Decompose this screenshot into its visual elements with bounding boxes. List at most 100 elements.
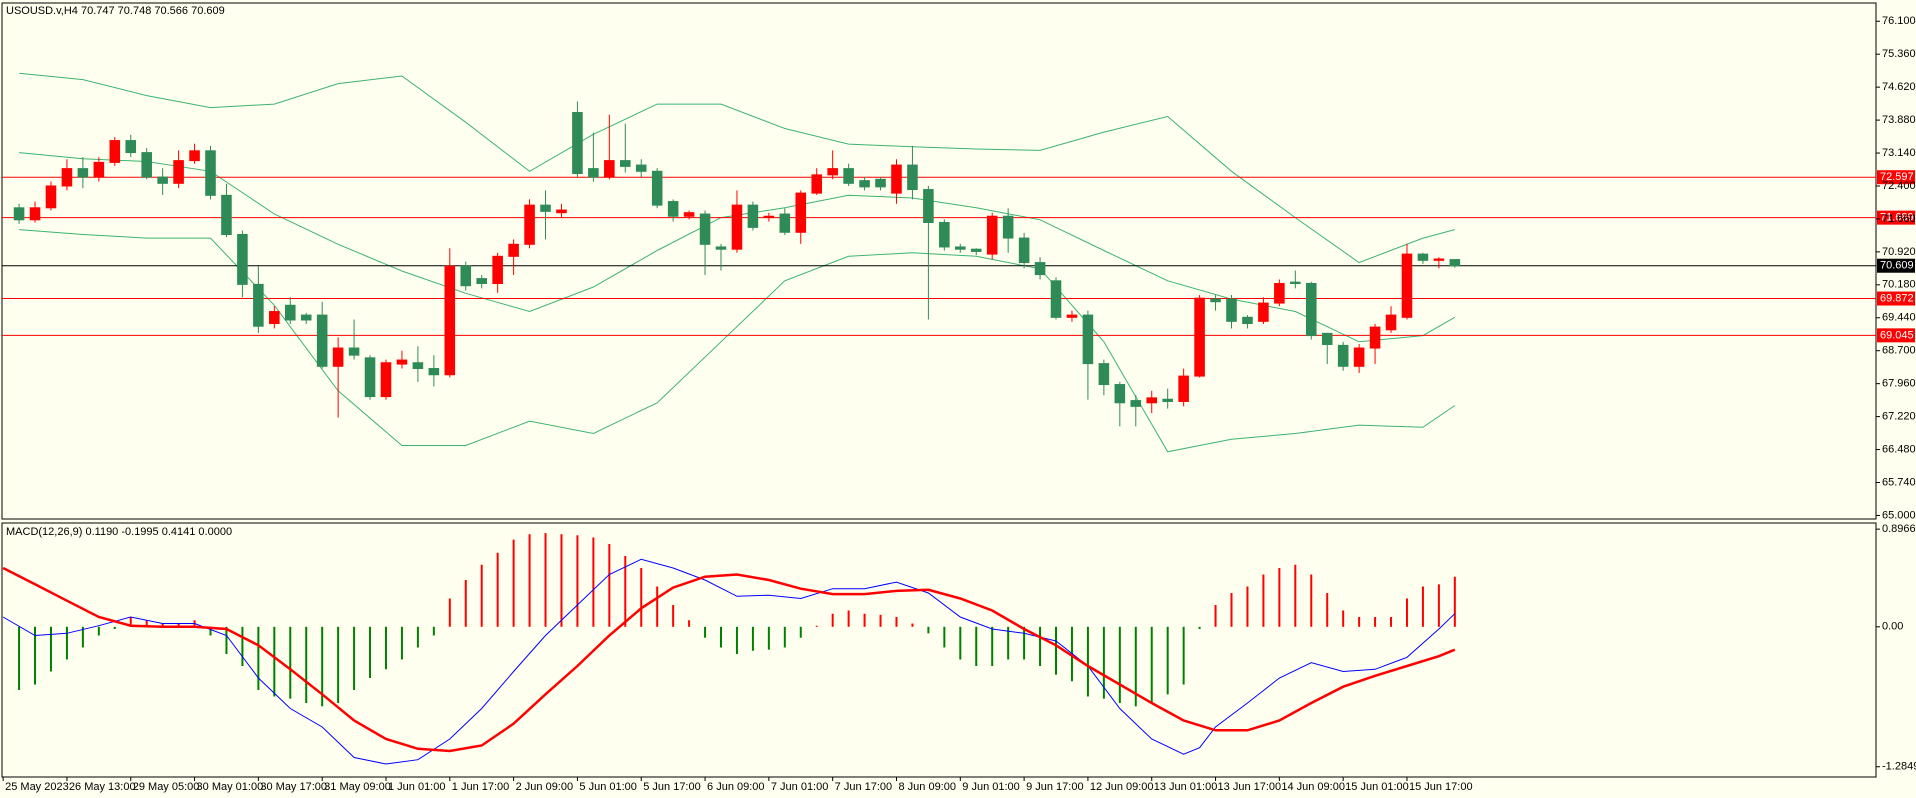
y-tick-label: 70.920 [1882,246,1916,258]
macd-bar [241,626,244,667]
candle-body [1034,262,1046,276]
candle-body [1337,344,1349,367]
candle-body [508,243,519,257]
candle-body [572,112,583,175]
candle-body [476,278,487,284]
macd-bar [145,620,148,627]
candle-body [1433,258,1445,261]
candle-body [635,164,647,172]
macd-bar [65,626,68,660]
y-tick-label: 73.880 [1882,114,1916,126]
macd-bar [353,626,356,690]
candle-body [1194,297,1205,377]
price-panel [1,2,1877,520]
candle-body [1417,253,1429,261]
candle-body [986,215,998,255]
y-tick-label: 72.400 [1882,180,1916,192]
macd-bar [225,626,228,655]
macd-bar [672,605,675,627]
candle-body [683,212,695,217]
macd-bar [1198,626,1201,629]
candle-body [1290,281,1301,284]
macd-bar [927,626,930,634]
macd-bar [1166,626,1169,695]
macd-bar [1230,593,1233,627]
y-tick-label: 67.220 [1882,411,1916,423]
macd-bar [576,535,579,627]
candle-body [460,265,472,287]
macd-bar [847,610,850,627]
macd-bar [799,626,802,638]
candle-body [444,265,456,376]
candle-body [284,304,296,321]
macd-bar [97,626,100,636]
x-tick-label: 25 May 2023 [5,781,69,793]
level-label-box [1877,291,1915,306]
x-tick-label: 7 Jun 17:00 [835,781,893,793]
candle-body [715,246,727,250]
macd-bar [81,626,84,648]
y-tick-label: 70.180 [1882,279,1916,291]
macd-bar [1118,626,1121,704]
y-tick-label: 68.700 [1882,345,1916,357]
candle-body [556,209,567,214]
indicator-line [2,558,1456,765]
x-tick-label: 1 Jun 17:00 [452,781,510,793]
macd-bar [911,623,914,627]
candle-body [1385,314,1397,331]
candle-body [253,283,264,327]
x-tick-label: 2 Jun 09:00 [516,781,574,793]
macd-bar [751,626,754,651]
candle-body [492,255,503,284]
candle-body [763,215,775,219]
x-tick-label: 15 Jun 17:00 [1409,781,1473,793]
candle-body [141,152,152,178]
y-tick-label: 67.960 [1882,378,1916,390]
candle-body [923,189,934,223]
candle-body [221,194,232,236]
candle-body [61,168,73,187]
macd-bar [1374,616,1377,627]
x-tick-label: 6 Jun 09:00 [707,781,765,793]
macd-bar [1390,616,1393,627]
candle-body [1098,363,1110,386]
macd-bar [369,626,372,678]
candle-body [1321,332,1333,345]
candle-body [811,174,823,194]
x-tick-label: 12 Jun 09:00 [1090,781,1154,793]
candle-body [332,347,344,367]
macd-bar [1294,564,1297,627]
candle-body [1449,259,1461,267]
y-tick-label: 74.620 [1882,81,1916,93]
candle-body [779,213,791,233]
macd-bar [560,534,563,627]
candle-body [237,234,248,285]
candle-body [1401,253,1413,318]
macd-title: MACD(12,26,9) 0.1190 -0.1995 0.4141 0.00… [6,526,232,538]
macd-bar [959,626,962,660]
macd-bar [305,626,308,704]
indicator-line [2,566,1456,753]
y-tick-label: 71.660 [1882,213,1916,225]
macd-bar [624,556,627,627]
y-tick-label: 65.740 [1882,476,1916,488]
candle-body [588,168,599,178]
candle-body [891,164,902,194]
y-tick-label: 75.360 [1882,48,1916,60]
macd-bar [991,626,994,667]
macd-bar [49,626,52,672]
macd-bar [416,626,419,648]
macd-bar [1086,626,1089,697]
macd-bar [1437,584,1440,627]
candle-body [348,347,360,356]
x-tick-label: 13 Jun 17:00 [1218,781,1282,793]
candle-body [859,180,870,188]
candle-body [428,368,440,376]
candle-body [795,192,807,233]
candle-body [316,314,328,367]
y-tick-label: 73.140 [1882,147,1916,159]
y-tick-label: 0.00 [1882,621,1903,633]
candle-body [875,178,886,188]
macd-bar [1007,626,1010,660]
